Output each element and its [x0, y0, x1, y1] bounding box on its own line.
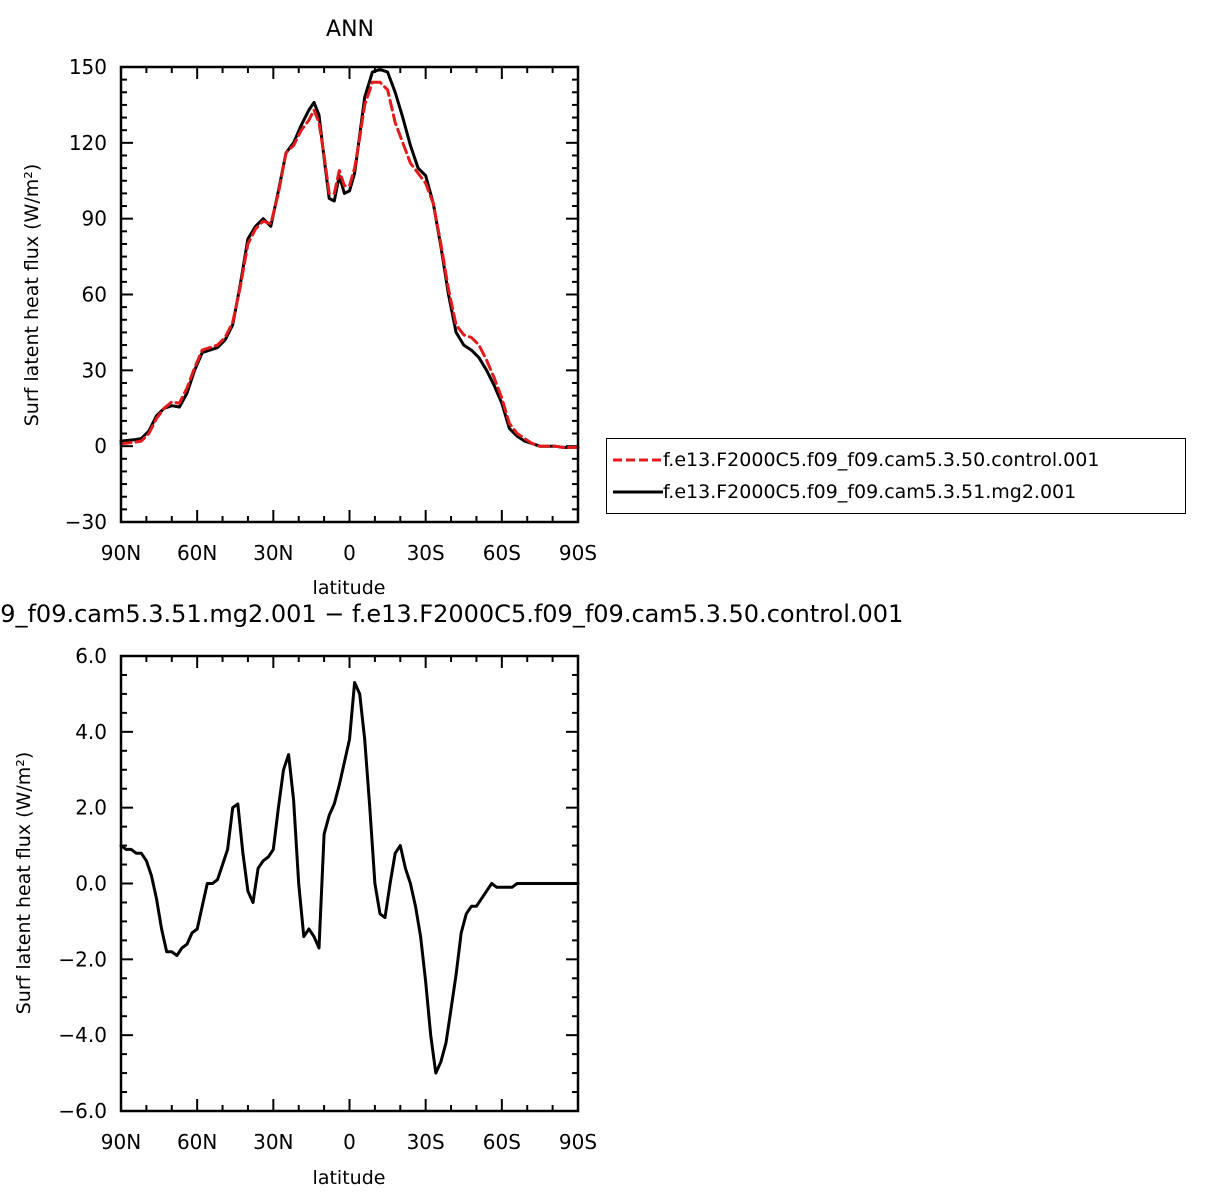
bottom-plot-title: f.e13.F2000C5.f09_f09.cam5.3.51.mg2.001 … [0, 600, 903, 628]
bottom-y-tick-label: −4.0 [58, 1023, 107, 1047]
top-x-tick-label: 30S [407, 541, 445, 565]
legend-entry-control: f.e13.F2000C5.f09_f09.cam5.3.50.control.… [611, 445, 1099, 475]
top-y-tick-label: 90 [82, 207, 107, 231]
top-x-tick-label: 30N [253, 541, 293, 565]
top-plot-title: ANN [326, 17, 374, 42]
top-x-tick-label: 60N [177, 541, 217, 565]
top-series-line-0 [119, 80, 580, 449]
bottom-y-tick-labels: 6.0 4.0 2.0 0.0 −2.0 −4.0 −6.0 [58, 644, 107, 1123]
bottom-x-tick-label: 30N [253, 1130, 293, 1154]
top-y-tick-label: 150 [69, 55, 107, 79]
bottom-series-group [119, 681, 580, 1075]
bottom-x-tick-label: 0 [343, 1130, 356, 1154]
bottom-x-tick-labels: 90N 60N 30N 0 30S 60S 90S [101, 1130, 597, 1154]
bottom-y-axis-label: Surf latent heat flux (W/m²) [13, 752, 35, 1015]
legend-label-mg2: f.e13.F2000C5.f09_f09.cam5.3.51.mg2.001 [663, 481, 1077, 503]
bottom-x-tick-label: 90S [559, 1130, 597, 1154]
bottom-y-tick-label: 4.0 [75, 720, 107, 744]
top-y-tick-label: 0 [94, 434, 107, 458]
top-x-tick-label: 0 [343, 541, 356, 565]
top-x-tick-label: 90S [559, 541, 597, 565]
top-y-axis-label: Surf latent heat flux (W/m²) [21, 164, 43, 427]
bottom-x-axis-label: latitude [313, 1167, 386, 1189]
bottom-x-tick-label: 90N [101, 1130, 141, 1154]
top-y-tick-label: 60 [82, 283, 107, 307]
bottom-plot-frame [119, 654, 580, 1113]
bottom-y-tick-label: −6.0 [58, 1099, 107, 1123]
legend-line-dashed-red [613, 458, 663, 462]
top-plot-panel: ANN 150 120 90 60 30 0 −30 90N 60N 30N 0 30S 60S 90S… [21, 17, 597, 599]
top-plot-frame [119, 65, 580, 524]
bottom-y-tick-label: 6.0 [75, 644, 107, 668]
legend-line-solid-black [613, 490, 663, 494]
legend: f.e13.F2000C5.f09_f09.cam5.3.50.control.… [606, 438, 1186, 514]
bottom-x-tick-label: 60N [177, 1130, 217, 1154]
top-x-tick-label: 60S [483, 541, 521, 565]
bottom-x-tick-label: 60S [483, 1130, 521, 1154]
bottom-y-tick-label: 2.0 [75, 796, 107, 820]
bottom-y-tick-label: 0.0 [75, 872, 107, 896]
bottom-x-tick-label: 30S [407, 1130, 445, 1154]
top-y-tick-label: 30 [82, 358, 107, 382]
bottom-y-tick-label: −2.0 [58, 947, 107, 971]
top-axis-ticks [120, 66, 579, 523]
top-x-axis-label: latitude [313, 577, 386, 599]
bottom-plot-panel: f.e13.F2000C5.f09_f09.cam5.3.51.mg2.001 … [0, 600, 903, 1189]
legend-label-control: f.e13.F2000C5.f09_f09.cam5.3.50.control.… [663, 449, 1100, 471]
top-y-tick-labels: 150 120 90 60 30 0 −30 [65, 55, 107, 534]
top-x-tick-labels: 90N 60N 30N 0 30S 60S 90S [101, 541, 597, 565]
top-y-tick-label: 120 [69, 131, 107, 155]
legend-entry-mg2: f.e13.F2000C5.f09_f09.cam5.3.51.mg2.001 [611, 477, 1076, 507]
top-series-line-1 [119, 68, 580, 449]
bottom-series-line-0 [119, 681, 580, 1075]
top-series-group [119, 68, 580, 449]
top-x-tick-label: 90N [101, 541, 141, 565]
top-y-tick-label: −30 [65, 510, 107, 534]
